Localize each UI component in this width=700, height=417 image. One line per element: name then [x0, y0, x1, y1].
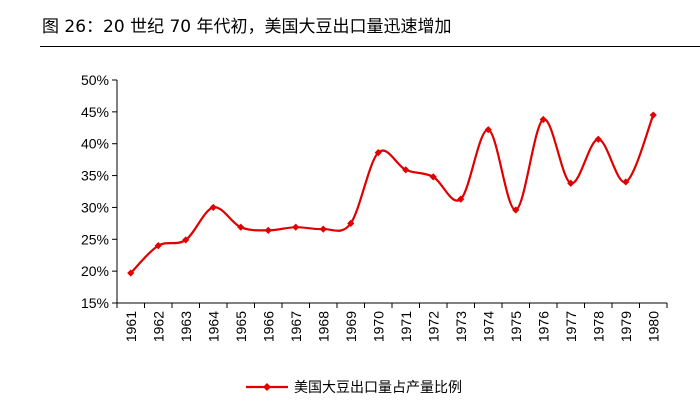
x-tick-label: 1965 [233, 311, 249, 342]
x-tick-label: 1980 [645, 311, 661, 342]
y-tick-label: 25% [81, 231, 109, 247]
y-tick-label: 20% [81, 263, 109, 279]
x-tick-label: 1967 [288, 311, 304, 342]
data-point-marker [154, 242, 162, 250]
data-point-marker [264, 226, 272, 234]
y-tick-label: 45% [81, 104, 109, 120]
legend-marker-sample [263, 383, 271, 391]
chart-legend: 美国大豆出口量占产量比例 [246, 380, 462, 396]
x-tick-label: 1977 [563, 311, 579, 342]
data-point-marker [484, 126, 492, 134]
y-axis-ticks: 15% 20% 25% 30% 35% 40% 45% 50% [81, 72, 117, 311]
data-point-marker [182, 236, 190, 244]
data-point-marker [567, 179, 575, 187]
y-tick-label: 50% [81, 72, 109, 88]
x-tick-label: 1973 [453, 311, 469, 342]
chart-series [127, 111, 657, 277]
data-point-marker [237, 223, 245, 231]
y-tick-label: 35% [81, 168, 109, 184]
figure-title: 图 26：20 世纪 70 年代初，美国大豆出口量迅速增加 [42, 17, 452, 37]
chart-axes [116, 80, 667, 304]
data-point-marker [457, 195, 465, 203]
title-bar: 图 26：20 世纪 70 年代初，美国大豆出口量迅速增加 [0, 0, 700, 48]
x-tick-label: 1975 [508, 311, 524, 342]
y-tick-label: 40% [81, 136, 109, 152]
y-tick-label: 30% [81, 199, 109, 215]
x-tick-label: 1972 [425, 311, 441, 342]
series-line [129, 114, 655, 274]
x-tick-label: 1964 [205, 311, 221, 342]
x-tick-label: 1971 [398, 311, 414, 342]
data-point-marker [622, 178, 630, 186]
data-point-marker [127, 269, 135, 277]
data-point-marker [374, 149, 382, 157]
y-tick-label: 15% [81, 295, 109, 311]
x-axis-ticks: 1961 1962 1963 1964 1965 1966 1967 1968 1969 1970… [116, 303, 668, 342]
x-tick-label: 1978 [590, 311, 606, 342]
data-point-marker [594, 135, 602, 143]
data-point-marker [292, 223, 300, 231]
title-underline [40, 46, 700, 47]
x-tick-label: 1968 [315, 311, 331, 342]
x-tick-label: 1976 [535, 311, 551, 342]
data-point-marker [539, 115, 547, 124]
x-tick-label: 1979 [618, 311, 634, 342]
x-tick-label: 1970 [370, 311, 386, 342]
legend-label: 美国大豆出口量占产量比例 [294, 380, 462, 396]
data-point-marker [402, 166, 410, 174]
data-point-marker [347, 219, 355, 227]
data-point-marker [649, 111, 657, 119]
x-tick-label: 1963 [178, 311, 194, 342]
data-point-marker [209, 203, 217, 212]
data-point-marker [319, 225, 327, 233]
data-point-marker [429, 173, 437, 181]
x-tick-label: 1969 [343, 311, 359, 342]
x-tick-label: 1961 [123, 311, 139, 342]
x-tick-label: 1966 [260, 311, 276, 342]
data-point-marker [512, 206, 520, 214]
x-tick-label: 1962 [150, 311, 166, 342]
x-tick-label: 1974 [480, 311, 496, 342]
